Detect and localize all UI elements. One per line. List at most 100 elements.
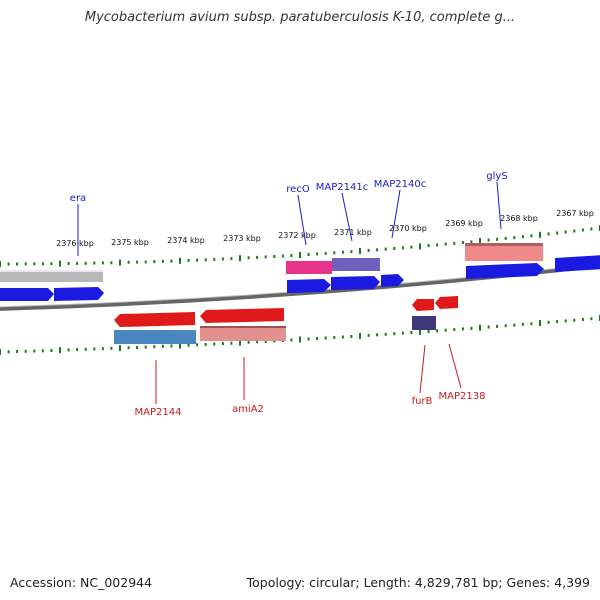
ruler-labels: 2376 kbp 2375 kbp 2374 kbp 2373 kbp 2372…: [56, 209, 594, 248]
map-title: Mycobacterium avium subsp. paratuberculo…: [84, 10, 516, 25]
minor-tick: [256, 340, 259, 344]
minor-tick: [547, 232, 550, 236]
minor-tick: [7, 350, 10, 354]
minor-tick: [67, 348, 70, 352]
reverse-cds-arrow[interactable]: [435, 296, 458, 309]
ruler-label: 2373 kbp: [223, 234, 261, 243]
minor-tick: [573, 229, 576, 233]
minor-tick: [101, 347, 104, 351]
minor-tick: [170, 259, 173, 263]
gene-labels: era recO MAP2141c MAP2140c glyS MAP2144 …: [70, 171, 508, 418]
minor-tick: [333, 251, 336, 255]
major-tick: [479, 324, 481, 331]
minor-tick: [341, 335, 344, 339]
gene-block-grey[interactable]: [0, 270, 103, 282]
minor-tick: [247, 256, 250, 260]
accession-text: Accession: NC_002944: [10, 575, 153, 590]
forward-cds-arrow[interactable]: [54, 287, 104, 301]
gene-label-glys[interactable]: glyS: [486, 171, 507, 182]
minor-tick: [470, 326, 473, 330]
minor-tick: [221, 342, 224, 346]
minor-tick: [33, 349, 36, 353]
minor-tick: [84, 261, 87, 265]
minor-tick: [436, 329, 439, 333]
minor-tick: [564, 230, 567, 234]
minor-tick: [504, 236, 507, 240]
minor-tick: [93, 261, 96, 265]
reverse-cds-arrow[interactable]: [412, 299, 434, 311]
minor-tick: [187, 258, 190, 262]
major-tick: [299, 252, 301, 258]
gene-label-map2138[interactable]: MAP2138: [439, 391, 486, 402]
gene-block-map2144[interactable]: [114, 330, 196, 344]
minor-tick: [487, 325, 490, 329]
gene-label-furb[interactable]: furB: [412, 396, 433, 407]
minor-tick: [410, 331, 413, 335]
major-tick: [539, 320, 541, 326]
minor-tick: [127, 346, 130, 350]
major-tick: [59, 347, 61, 354]
gene-label-map2141c[interactable]: MAP2141c: [316, 182, 368, 193]
gene-label-map2140c[interactable]: MAP2140c: [374, 179, 426, 190]
major-tick: [0, 261, 1, 267]
minor-tick: [290, 254, 293, 257]
forward-cds-arrow[interactable]: [0, 288, 54, 301]
minor-tick: [144, 345, 147, 349]
minor-tick: [350, 250, 353, 254]
minor-tick: [376, 248, 379, 252]
minor-tick: [324, 336, 327, 340]
minor-tick: [401, 246, 404, 250]
minor-tick: [153, 345, 156, 349]
forward-cds-arrow[interactable]: [555, 255, 600, 272]
reverse-cds-arrow[interactable]: [200, 308, 284, 323]
forward-cds-arrow[interactable]: [466, 263, 544, 279]
minor-tick: [144, 260, 147, 264]
minor-tick: [573, 318, 576, 322]
minor-tick: [161, 259, 164, 263]
gene-block-furb[interactable]: [412, 316, 436, 330]
forward-cds-arrow[interactable]: [287, 279, 331, 293]
minor-tick: [453, 241, 456, 245]
major-tick: [239, 339, 241, 346]
gene-block-reco[interactable]: [286, 261, 332, 274]
minor-tick: [316, 252, 319, 256]
minor-tick: [436, 243, 439, 247]
minor-tick: [24, 349, 27, 353]
minor-tick: [136, 345, 139, 349]
major-tick: [179, 257, 181, 264]
minor-tick: [444, 242, 447, 246]
minor-tick: [547, 320, 550, 324]
gene-block-glys[interactable]: [465, 246, 543, 261]
minor-tick: [316, 337, 319, 340]
minor-tick: [401, 331, 404, 335]
forward-cds-arrow[interactable]: [381, 274, 404, 287]
gene-label-map2144[interactable]: MAP2144: [135, 407, 182, 418]
minor-tick: [136, 260, 139, 264]
minor-tick: [196, 258, 199, 262]
reverse-cds-arrow[interactable]: [114, 312, 195, 327]
ruler-label: 2369 kbp: [445, 219, 483, 228]
minor-tick: [187, 343, 190, 347]
minor-tick: [196, 343, 199, 347]
minor-tick: [410, 245, 413, 249]
feature-highlights: [0, 243, 543, 344]
gene-label-amia2[interactable]: amiA2: [232, 404, 264, 415]
forward-cds-arrow[interactable]: [331, 276, 380, 290]
minor-tick: [556, 231, 559, 235]
gene-label-era[interactable]: era: [70, 193, 86, 204]
minor-tick: [590, 227, 593, 231]
minor-tick: [84, 347, 87, 351]
minor-tick: [307, 253, 310, 256]
minor-tick: [461, 241, 464, 245]
minor-tick: [256, 255, 259, 259]
minor-tick: [221, 257, 224, 261]
gene-block-map2141c[interactable]: [332, 258, 380, 271]
minor-tick: [367, 333, 370, 337]
minor-tick: [581, 318, 584, 321]
minor-tick: [427, 329, 430, 333]
gene-label-reco[interactable]: recO: [286, 184, 310, 195]
minor-tick: [521, 235, 524, 239]
gene-block-amia2[interactable]: [200, 326, 286, 341]
major-tick: [479, 238, 481, 244]
